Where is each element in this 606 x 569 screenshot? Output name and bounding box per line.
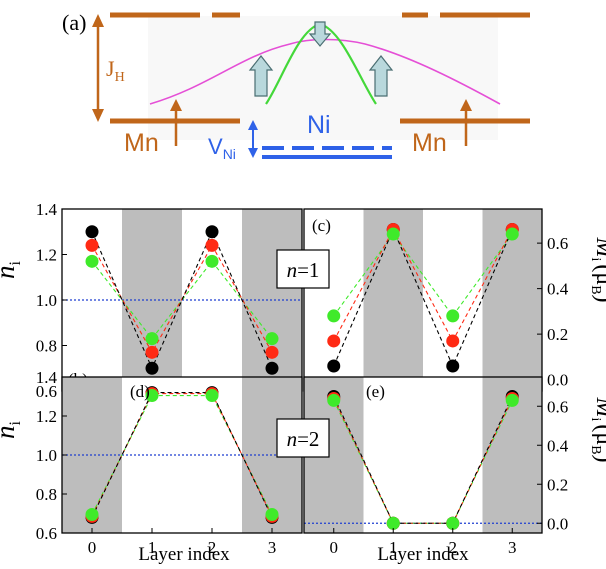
panel-label-a: (a) (62, 10, 86, 35)
y-tick-label: 1.2 (36, 407, 57, 426)
vni-arrowhead-up (248, 120, 258, 130)
panel-label-c: (c) (312, 216, 331, 235)
panel-e: 0.6 0.4 0.2 0.0 0 1 2 3 (e) (303, 376, 569, 557)
panel-b: 1.41.21.00.80.6(b) (36, 200, 303, 401)
xlabel-right: Layer index (377, 544, 469, 565)
y-tick-label: 0.6 (36, 382, 57, 401)
y-tick-label: 0.4 (547, 436, 569, 455)
vni-label: VNi (208, 134, 236, 162)
data-point (265, 507, 279, 521)
data-point (446, 516, 460, 530)
x-tick-label: 2 (449, 538, 458, 557)
data-point (446, 334, 460, 348)
x-tick-label: 3 (268, 538, 277, 557)
data-point (85, 238, 99, 252)
y-tick-label: 1.0 (36, 291, 57, 310)
data-point (327, 393, 341, 407)
annotation-n1-text: n=1 (287, 258, 320, 282)
series-line (333, 396, 513, 524)
series-line (91, 392, 273, 518)
panel-label-e: (e) (366, 382, 385, 401)
data-point (85, 254, 99, 268)
jh-arrowhead-up (92, 14, 104, 27)
block-arrow-up-right (368, 55, 394, 97)
data-point (85, 225, 99, 239)
mn-right-spin-arrowhead (460, 99, 472, 111)
data-point (505, 227, 519, 241)
data-point (145, 389, 159, 403)
series-line (333, 228, 513, 343)
data-point (205, 254, 219, 268)
ylabel-right-top: Mi(μB) (588, 236, 606, 302)
mn-left-spin-arrowhead (170, 99, 182, 111)
data-point (265, 345, 279, 359)
y-tick-label: 1.4 (36, 200, 58, 219)
data-point (145, 361, 159, 375)
annotation-n2-text: n=2 (287, 427, 320, 451)
data-point (386, 227, 400, 241)
y-tick-label: 0.8 (36, 485, 57, 504)
data-point (205, 225, 219, 239)
jh-label: JH (106, 56, 125, 85)
panel-d: 1.4 1.2 1.0 0.8 0.6 0 1 2 3 (d) (36, 368, 303, 557)
x-tick-label: 3 (508, 538, 517, 557)
y-tick-label: 0.2 (547, 325, 568, 344)
y-tick-label: 0.6 (36, 524, 57, 543)
data-point (386, 516, 400, 530)
panel-label-d: (d) (130, 382, 150, 401)
ni-label: Ni (307, 111, 331, 139)
y-tick-label: 0.8 (36, 337, 57, 356)
ylabel-left-top: ni (0, 260, 24, 279)
series-line (91, 230, 273, 370)
data-point (145, 332, 159, 346)
jh-arrowhead-down (92, 109, 104, 122)
annotation-n2-box (276, 418, 330, 458)
y-tick-label: 0.4 (547, 280, 569, 299)
y-tick-label: 0.6 (547, 397, 568, 416)
data-point (145, 345, 159, 359)
data-point (327, 359, 341, 373)
data-point (446, 359, 460, 373)
y-tick-label: 1.2 (36, 246, 57, 265)
ylabel-left-bottom: ni (0, 420, 24, 439)
x-tick-label: 1 (389, 538, 398, 557)
y-tick-label: 1.0 (36, 446, 57, 465)
mn-right-label: Mn (412, 129, 447, 157)
annotation-n1: n=1 (276, 249, 330, 289)
y-tick-label: 0.0 (547, 371, 568, 390)
panel-c: 0.6 0.4 0.2 0.0 (c) (303, 208, 569, 392)
data-point (505, 393, 519, 407)
data-point (205, 238, 219, 252)
series-line (333, 228, 513, 368)
vni-arrowhead-down (248, 148, 258, 158)
annotation-n1-box (276, 249, 330, 289)
block-arrow-up-left (248, 55, 274, 97)
data-point (265, 361, 279, 375)
series-line (333, 233, 513, 317)
data-point (205, 389, 219, 403)
y-tick-label: 1.4 (36, 368, 58, 387)
data-point (327, 334, 341, 348)
schematic-panel: (a) JH Mn Mn Ni VNi (62, 10, 530, 162)
x-tick-label: 0 (88, 538, 97, 557)
data-point (265, 332, 279, 346)
x-tick-label: 2 (208, 538, 217, 557)
x-tick-label: 0 (330, 538, 339, 557)
annotation-n2: n=2 (276, 418, 330, 458)
xlabel-left: Layer index (138, 544, 230, 565)
y-tick-label: 0.6 (547, 234, 568, 253)
data-point (446, 309, 460, 323)
y-tick-label: 0.2 (547, 475, 568, 494)
y-tick-label: 0.0 (547, 514, 568, 533)
data-point (85, 507, 99, 521)
data-point (327, 309, 341, 323)
x-tick-label: 1 (148, 538, 157, 557)
block-arrow-down-center (308, 21, 332, 47)
ylabel-right-bottom: Mi(μB) (588, 396, 606, 462)
mn-left-label: Mn (124, 129, 159, 157)
